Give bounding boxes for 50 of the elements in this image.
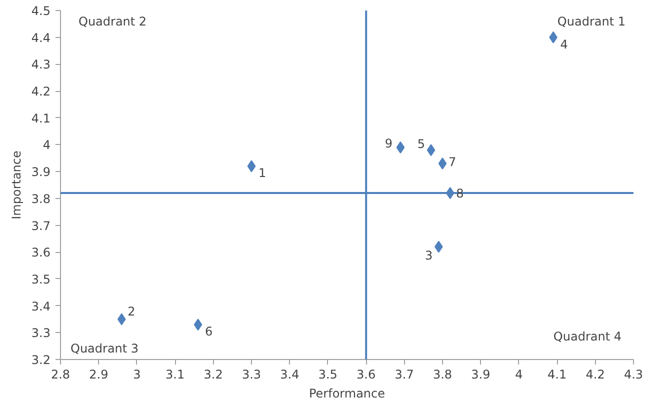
annotation: 7 <box>448 155 456 170</box>
y-tick-label: 3.5 <box>31 272 51 286</box>
x-tick-label: 3.8 <box>432 368 452 382</box>
annotation: 3 <box>425 248 433 263</box>
y-tick-label: 3.7 <box>31 218 51 233</box>
y-tick-label: 4 <box>42 138 51 152</box>
annotation: 9 <box>384 136 392 150</box>
point <box>438 158 447 170</box>
annotation: Quadrant 2 <box>78 14 147 28</box>
x-tick-label: 4.2 <box>586 368 605 382</box>
point <box>426 144 436 156</box>
annotation: 5 <box>417 137 426 152</box>
point <box>396 141 405 154</box>
y-tick-label: 4.2 <box>31 84 51 99</box>
y-tick-label: 3.6 <box>31 246 51 260</box>
point <box>194 318 202 331</box>
x-tick-label: 4.3 <box>624 368 644 382</box>
x-tick-label: 3.1 <box>166 368 185 382</box>
x-tick-label: 3.2 <box>204 368 223 382</box>
annotation: 2 <box>128 304 136 319</box>
y-tick-label: 4.3 <box>31 58 51 72</box>
y-tick-label: 4.1 <box>31 111 51 126</box>
annotation: 6 <box>205 324 213 339</box>
x-tick-label: 3.7 <box>394 368 414 382</box>
annotation: Quadrant 4 <box>553 330 622 344</box>
point <box>247 160 256 172</box>
y-tick-label: 3.2 <box>31 353 51 367</box>
x-tick-label: 3.9 <box>471 368 490 382</box>
y-tick-label: 3.3 <box>31 326 51 340</box>
annotation: 4 <box>560 37 568 52</box>
x-axis-title: Performance <box>308 386 386 400</box>
annotation: 1 <box>258 166 266 180</box>
annotation: Quadrant 1 <box>557 14 626 28</box>
y-tick-label: 3.8 <box>31 192 51 206</box>
y-tick-label: 3.9 <box>31 165 51 180</box>
x-tick-label: 2.9 <box>89 368 108 382</box>
x-tick-label: 3.5 <box>318 368 338 382</box>
y-tick-label: 4.4 <box>31 30 51 45</box>
point <box>117 313 126 326</box>
x-tick-label: 3.4 <box>280 368 300 382</box>
y-tick-label: 3.4 <box>31 299 51 314</box>
y-axis-title: Importance <box>9 150 24 220</box>
x-tick-label: 4 <box>515 368 523 382</box>
x-tick-label: 3.6 <box>356 368 376 382</box>
x-tick-label: 4.1 <box>548 368 567 382</box>
x-tick-label: 3.3 <box>242 368 262 382</box>
y-tick-label: 4.5 <box>31 4 51 18</box>
annotation: Quadrant 3 <box>70 342 139 356</box>
x-tick-label: 2.8 <box>50 368 70 382</box>
x-tick-label: 3 <box>133 368 141 382</box>
